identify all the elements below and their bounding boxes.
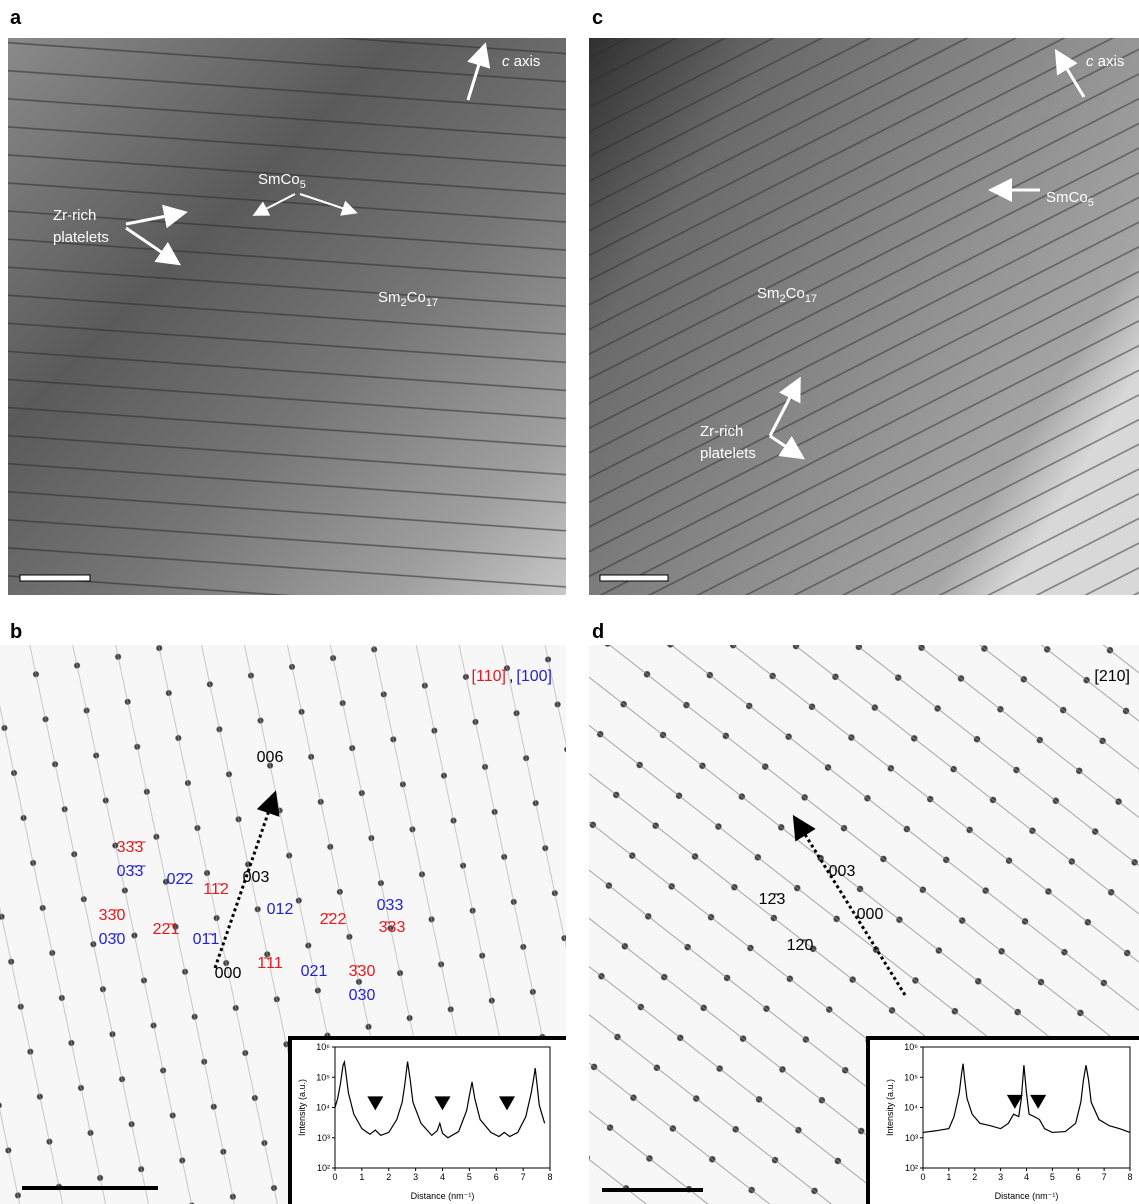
index-label: 22̄1 [153, 921, 180, 938]
panel-label: c [592, 7, 603, 29]
panel-label: d [592, 621, 604, 643]
index-label: 33̄3̄ [117, 839, 147, 856]
tem-texture [8, 38, 566, 595]
x-tick-label: 5 [1050, 1172, 1055, 1182]
y-tick-label: 10⁶ [904, 1042, 918, 1052]
y-tick-label: 10⁴ [904, 1103, 918, 1113]
zone-label: [110],[100] [472, 668, 552, 685]
scale-bar [600, 575, 668, 581]
index-label: 01̄1 [193, 931, 220, 948]
index-label: 2̄22 [320, 911, 347, 928]
index-label: 030 [349, 987, 376, 1004]
annotation: Zr-rich [53, 207, 96, 224]
y-tick-label: 10² [905, 1163, 918, 1173]
x-tick-label: 2 [386, 1172, 391, 1182]
x-axis-label: Distance (nm⁻¹) [411, 1191, 475, 1201]
annotation: platelets [700, 445, 756, 462]
index-label: 03̄0 [99, 931, 126, 948]
zone-part: [210] [1094, 668, 1130, 685]
index-label: 11̄2 [203, 881, 229, 898]
y-tick-label: 10⁴ [316, 1103, 330, 1113]
zone-part: , [509, 668, 513, 685]
figure: a c axis SmCo5 Zr-rich platelets Sm2Co17… [0, 0, 1139, 1204]
x-tick-label: 1 [359, 1172, 364, 1182]
x-tick-label: 7 [1102, 1172, 1107, 1182]
zone-axis: [110],[100] [472, 668, 552, 685]
y-tick-label: 10⁵ [316, 1072, 330, 1082]
zone-part: [110] [472, 668, 506, 685]
index-label: 033 [377, 897, 404, 914]
x-tick-label: 4 [440, 1172, 445, 1182]
index-label: 012 [267, 901, 294, 918]
x-tick-label: 8 [1127, 1172, 1132, 1182]
index-label: 003 [829, 863, 856, 880]
index-label: 12̄3 [759, 891, 786, 908]
zone-axis: [210] [1094, 668, 1130, 685]
y-tick-label: 10³ [317, 1133, 330, 1143]
y-axis-label: Intensity (a.u.) [885, 1079, 895, 1136]
x-tick-label: 2 [972, 1172, 977, 1182]
panel-label: b [10, 621, 22, 643]
annotation: c axis [1086, 53, 1124, 70]
x-tick-label: 3 [413, 1172, 418, 1182]
y-tick-label: 10⁵ [904, 1072, 918, 1082]
y-tick-label: 10⁶ [316, 1042, 330, 1052]
x-tick-label: 1 [946, 1172, 951, 1182]
x-tick-label: 6 [1076, 1172, 1081, 1182]
x-axis-label: Distance (nm⁻¹) [995, 1191, 1059, 1201]
tem-texture [589, 38, 1139, 595]
index-label: 000 [857, 906, 884, 923]
annotation: Zr-rich [700, 423, 743, 440]
x-tick-label: 0 [332, 1172, 337, 1182]
x-tick-label: 4 [1024, 1172, 1029, 1182]
scale-bar [20, 575, 90, 581]
index-label: 03̄3̄ [117, 863, 147, 880]
x-tick-label: 3 [998, 1172, 1003, 1182]
index-label: 003 [243, 869, 270, 886]
x-tick-label: 5 [467, 1172, 472, 1182]
y-axis-label: Intensity (a.u.) [297, 1079, 307, 1136]
index-label: 02̄2 [167, 871, 194, 888]
zone-part: [100] [516, 668, 552, 685]
index-label: 000 [215, 965, 242, 982]
index-label: 3̄33 [379, 919, 406, 936]
index-label: 3̄30 [349, 963, 376, 980]
panel-label: a [10, 7, 22, 29]
x-tick-label: 0 [920, 1172, 925, 1182]
index-label: 1̄11 [257, 955, 283, 972]
x-tick-label: 7 [521, 1172, 526, 1182]
y-tick-label: 10³ [905, 1133, 918, 1143]
index-label: 33̄0 [99, 907, 126, 924]
x-tick-label: 8 [547, 1172, 552, 1182]
index-label: 021 [301, 963, 328, 980]
x-tick-label: 6 [494, 1172, 499, 1182]
index-label: 006 [257, 749, 284, 766]
annotation: c axis [502, 53, 540, 70]
y-tick-label: 10² [317, 1163, 330, 1173]
zone-label: [210] [1094, 668, 1130, 685]
annotation: platelets [53, 229, 109, 246]
index-label: 12̄0 [787, 937, 814, 954]
